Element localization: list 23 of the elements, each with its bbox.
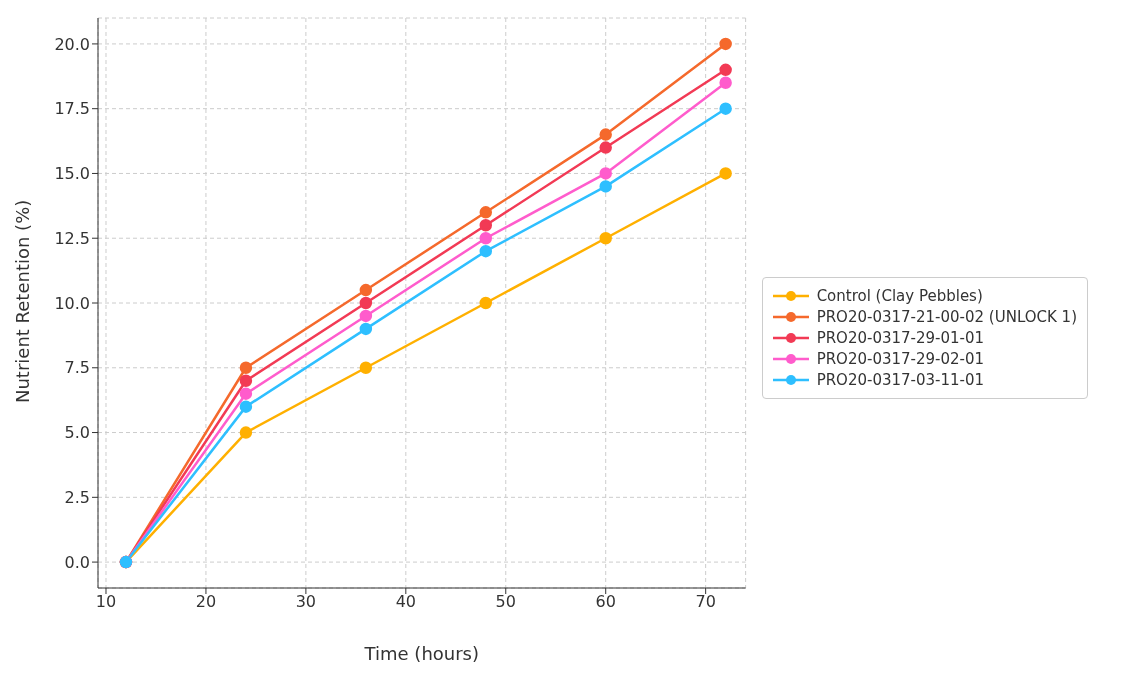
y-tick-label: 12.5: [54, 228, 90, 248]
x-tick-label: 10: [95, 592, 117, 612]
x-tick-label: 40: [395, 592, 416, 612]
legend-label: PRO20-0317-29-02-01: [816, 350, 985, 368]
legend-label: PRO20-0317-29-01-01: [816, 329, 985, 347]
y-tick-label: 2.5: [64, 488, 90, 507]
y-tick-label: 10.0: [54, 293, 90, 313]
y-tick-label: 5.0: [64, 423, 90, 443]
y-tick-label: 0.0: [64, 552, 90, 572]
x-tick-label: 70: [695, 592, 716, 612]
y-tick-label: 17.5: [54, 99, 90, 119]
legend-label: PRO20-0317-21-00-02 (UNLOCK 1): [816, 308, 1077, 326]
y-tick-label: 20.0: [54, 34, 90, 54]
y-axis-title: Nutrient Retention (%): [12, 199, 34, 403]
legend-label: Control (Clay Pebbles): [816, 287, 983, 305]
y-tick-label: 7.5: [64, 358, 90, 378]
x-tick-label: 30: [295, 592, 317, 612]
x-axis-title: Time (hours): [363, 643, 480, 664]
x-tick-label: 50: [495, 592, 516, 612]
x-tick-label: 60: [595, 592, 616, 612]
x-tick-label: 20: [195, 592, 217, 612]
legend-label: PRO20-0317-03-11-01: [816, 371, 985, 389]
y-tick-label: 15.0: [54, 164, 90, 184]
